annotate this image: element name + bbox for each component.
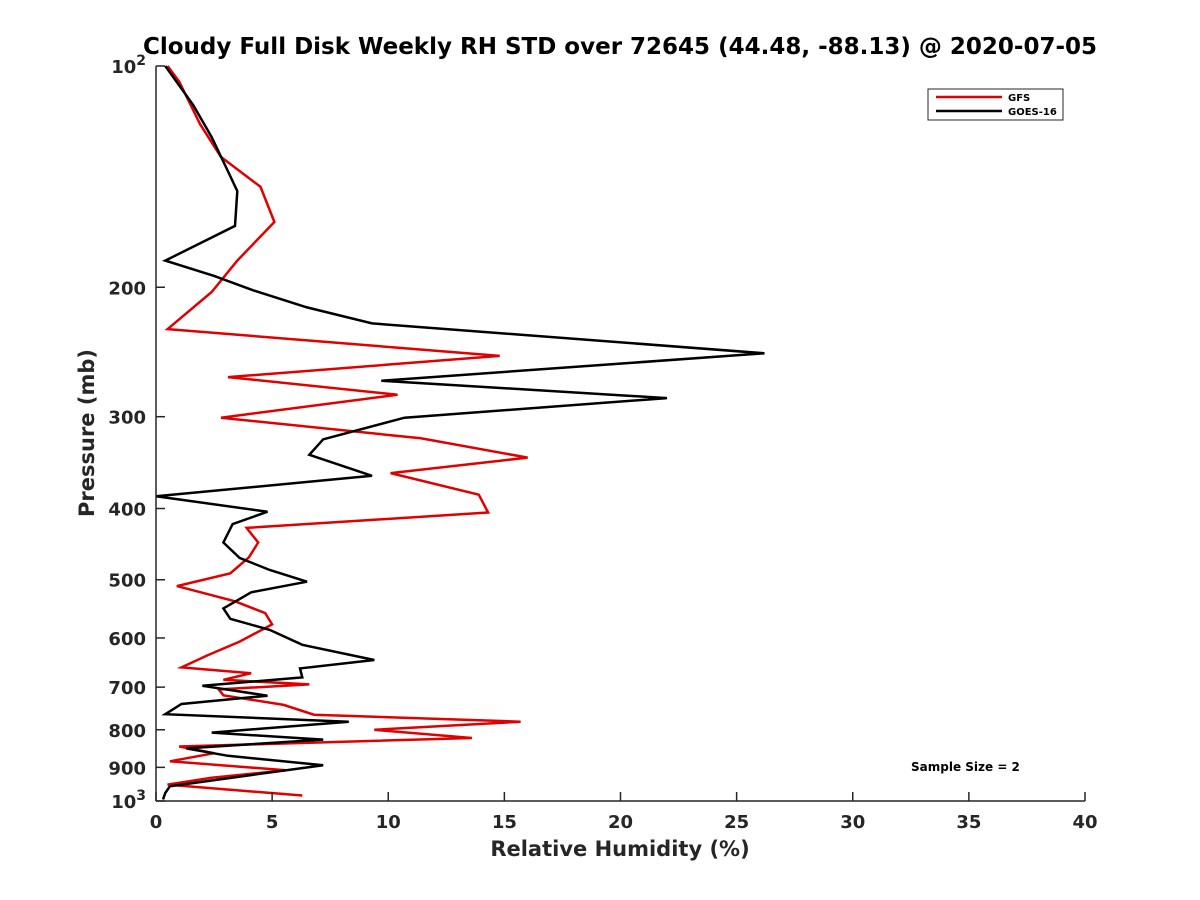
- y-tick-label: 900: [108, 758, 146, 779]
- x-ticks: 0 5 10 15 20 25 30 35 40: [150, 792, 1098, 833]
- legend: GFS GOES-16: [927, 88, 1064, 121]
- plot-lines: [155, 65, 765, 800]
- x-tick-label: 10: [376, 812, 401, 833]
- x-tick-label: 5: [266, 812, 279, 833]
- sample-size-annotation: Sample Size = 2: [911, 760, 1020, 774]
- y-tick-label: 102: [111, 53, 146, 78]
- y-tick-label: 300: [108, 408, 146, 429]
- x-tick-label: 20: [608, 812, 633, 833]
- y-tick-label: 200: [108, 278, 146, 299]
- x-tick-label: 40: [1072, 812, 1097, 833]
- x-tick-label: 15: [492, 812, 517, 833]
- y-tick-label: 400: [108, 500, 146, 521]
- y-tick-label: 700: [108, 678, 146, 699]
- y-tick-label: 600: [108, 629, 146, 650]
- x-tick-label: 30: [840, 812, 865, 833]
- chart-title: Cloudy Full Disk Weekly RH STD over 7264…: [143, 34, 1097, 60]
- x-tick-label: 0: [150, 812, 163, 833]
- y-tick-label: 500: [108, 571, 146, 592]
- y-tick-label: 800: [108, 721, 146, 742]
- x-tick-label: 25: [724, 812, 749, 833]
- series-line-goes16: [155, 65, 765, 800]
- x-axis-title: Relative Humidity (%): [490, 837, 749, 861]
- legend-box: [927, 88, 1064, 121]
- x-tick-label: 35: [956, 812, 981, 833]
- legend-label-goes16: GOES-16: [1008, 107, 1057, 118]
- y-axis-title: Pressure (mb): [75, 349, 99, 517]
- legend-label-gfs: GFS: [1008, 93, 1030, 104]
